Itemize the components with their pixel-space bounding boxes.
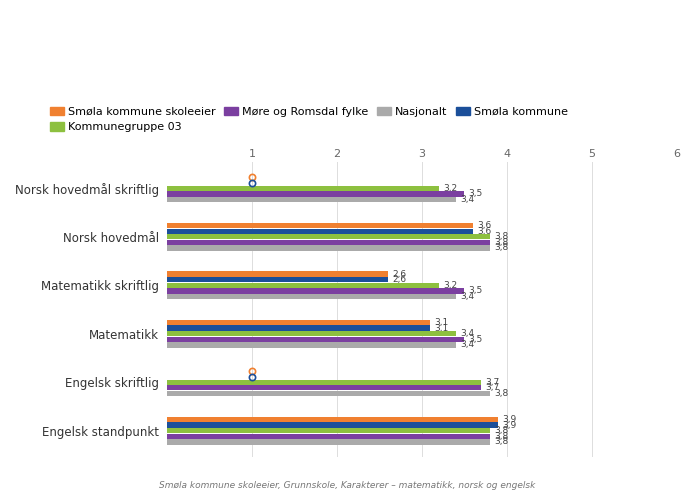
Legend: Smøla kommune skoleeier, Kommunegruppe 03, Møre og Romsdal fylke, Nasjonalt, Smø: Smøla kommune skoleeier, Kommunegruppe 0… [46, 102, 573, 137]
Bar [167, 320, 430, 325]
Bar [167, 197, 456, 202]
Bar [167, 331, 456, 337]
Text: 3,7: 3,7 [486, 383, 500, 392]
Bar [167, 391, 490, 396]
Bar [167, 337, 464, 342]
Bar [167, 240, 490, 245]
Text: 3,2: 3,2 [443, 184, 457, 193]
Text: 3,8: 3,8 [494, 232, 508, 241]
Bar [167, 228, 473, 234]
Text: 3,8: 3,8 [494, 437, 508, 446]
Bar [167, 288, 464, 294]
Bar [167, 191, 464, 197]
Text: 3,5: 3,5 [468, 189, 483, 198]
Text: Smøla kommune skoleeier, Grunnskole, Karakterer – matematikk, norsk og engelsk: Smøla kommune skoleeier, Grunnskole, Kar… [159, 481, 536, 490]
Text: 3,5: 3,5 [468, 286, 483, 295]
Text: 2,6: 2,6 [392, 275, 407, 284]
Text: 3,5: 3,5 [468, 335, 483, 344]
Text: 3,4: 3,4 [460, 340, 474, 349]
Text: 3,6: 3,6 [477, 227, 491, 236]
Text: 2,6: 2,6 [392, 270, 407, 278]
Text: 3,1: 3,1 [434, 324, 449, 333]
Bar [167, 294, 456, 299]
Bar [167, 342, 456, 347]
Text: 3,4: 3,4 [460, 329, 474, 338]
Bar [167, 428, 490, 433]
Text: 3,4: 3,4 [460, 195, 474, 204]
Text: 3,1: 3,1 [434, 318, 449, 327]
Bar [167, 326, 430, 331]
Bar [167, 277, 388, 282]
Bar [167, 234, 490, 240]
Bar [167, 379, 482, 385]
Bar [167, 423, 498, 428]
Bar [167, 246, 490, 250]
Text: 3,7: 3,7 [486, 378, 500, 387]
Text: 3,8: 3,8 [494, 432, 508, 441]
Bar [167, 433, 490, 439]
Bar [167, 272, 388, 277]
Bar [167, 282, 439, 288]
Bar [167, 417, 498, 422]
Text: 3,8: 3,8 [494, 244, 508, 252]
Bar [167, 385, 482, 391]
Text: 3,8: 3,8 [494, 389, 508, 398]
Bar [167, 223, 473, 228]
Text: 3,9: 3,9 [502, 415, 517, 424]
Text: 3,9: 3,9 [502, 421, 517, 430]
Text: 3,8: 3,8 [494, 238, 508, 247]
Text: 3,6: 3,6 [477, 221, 491, 230]
Bar [167, 439, 490, 445]
Bar [167, 185, 439, 191]
Text: 3,8: 3,8 [494, 426, 508, 435]
Text: 3,4: 3,4 [460, 292, 474, 301]
Text: 3,2: 3,2 [443, 281, 457, 290]
